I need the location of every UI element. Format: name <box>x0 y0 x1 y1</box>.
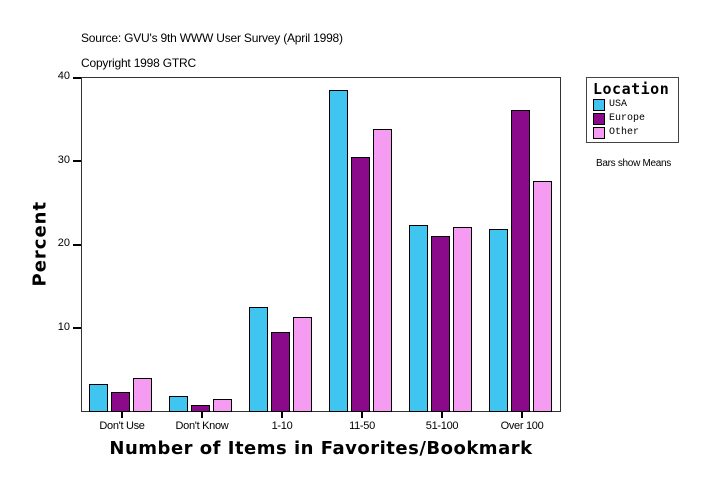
bar-europe-11-50 <box>351 157 370 412</box>
bar-other-11-50 <box>373 129 392 412</box>
x-label-dont-know: Don't Know <box>175 420 229 432</box>
bar-europe-don-t-use <box>111 392 130 412</box>
x-tick-dont-use <box>121 411 123 418</box>
bar-europe-1-10 <box>271 332 290 412</box>
x-tick-dont-know <box>201 411 203 418</box>
bar-other-51-100 <box>453 227 472 412</box>
y-tick-40 <box>73 77 82 79</box>
bar-usa-11-50 <box>329 90 348 412</box>
y-tick-30 <box>73 160 82 162</box>
x-axis-title: Number of Items in Favorites/Bookmark <box>109 438 533 459</box>
bar-usa-don-t-know <box>169 396 188 412</box>
x-label-11-50: 11-50 <box>349 420 375 432</box>
legend-label-usa: USA <box>609 99 628 110</box>
x-tick-11-50 <box>361 411 363 418</box>
legend-title: Location <box>593 80 670 98</box>
y-tick-label-20: 20 <box>57 237 70 249</box>
bar-usa-1-10 <box>249 307 268 412</box>
y-tick-label-40: 40 <box>57 70 70 82</box>
bar-usa-51-100 <box>409 225 428 412</box>
legend-label-other: Other <box>609 127 640 138</box>
bar-other-don-t-know <box>213 399 232 412</box>
y-tick-20 <box>73 244 82 246</box>
legend-swatch-usa <box>593 99 605 111</box>
bar-usa-over-100 <box>489 229 508 412</box>
bar-other-over-100 <box>533 181 552 412</box>
plot-area <box>81 77 561 412</box>
legend-label-europe: Europe <box>609 113 646 124</box>
legend-swatch-europe <box>593 113 605 125</box>
bar-usa-don-t-use <box>89 384 108 412</box>
bar-other-don-t-use <box>133 378 152 412</box>
bar-europe-51-100 <box>431 236 450 412</box>
bar-europe-don-t-know <box>191 405 210 412</box>
x-tick-51-100 <box>441 411 443 418</box>
x-label-51-100: 51-100 <box>425 420 459 432</box>
bar-europe-over-100 <box>511 110 530 412</box>
source-text: Source: GVU's 9th WWW User Survey (April… <box>81 31 343 45</box>
means-note: Bars show Means <box>596 158 671 169</box>
x-tick-1-10 <box>281 411 283 418</box>
copyright-text: Copyright 1998 GTRC <box>81 56 196 70</box>
y-tick-label-10: 10 <box>57 321 70 333</box>
x-label-over-100: Over 100 <box>500 420 544 432</box>
x-label-dont-use: Don't Use <box>99 420 145 432</box>
legend-swatch-other <box>593 127 605 139</box>
x-label-1-10: 1-10 <box>271 420 293 432</box>
legend: Location USA Europe Other <box>586 77 679 143</box>
bar-other-1-10 <box>293 317 312 412</box>
y-tick-10 <box>73 327 82 329</box>
x-tick-over-100 <box>521 411 523 418</box>
y-tick-label-30: 30 <box>57 154 70 166</box>
